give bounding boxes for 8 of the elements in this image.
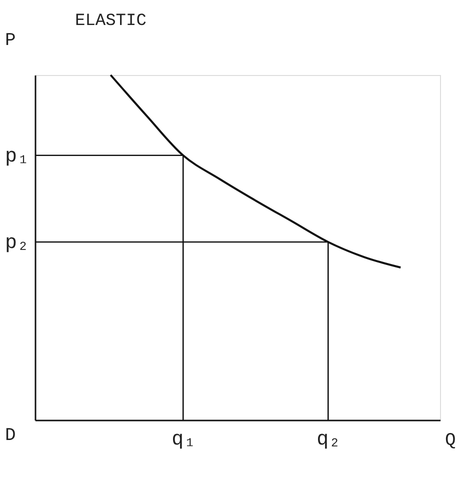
ref-line-label: p₂: [4, 232, 29, 255]
chart-title: ELASTIC: [75, 12, 146, 31]
x-tick-label: q₂: [316, 428, 341, 452]
x-axis-title: Q: [445, 431, 456, 451]
text: D: [5, 426, 16, 446]
ref-line-label: p₁: [4, 145, 29, 168]
y-axis-title: P: [5, 31, 16, 51]
x-tick-label: q₁: [172, 428, 196, 452]
